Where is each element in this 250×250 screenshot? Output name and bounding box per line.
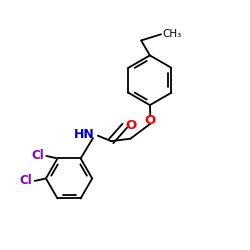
Text: HN: HN — [74, 128, 94, 141]
Text: O: O — [126, 119, 137, 132]
Text: Cl: Cl — [31, 150, 44, 162]
Text: Cl: Cl — [20, 174, 32, 188]
Text: O: O — [145, 114, 156, 126]
Text: CH₃: CH₃ — [162, 28, 182, 38]
